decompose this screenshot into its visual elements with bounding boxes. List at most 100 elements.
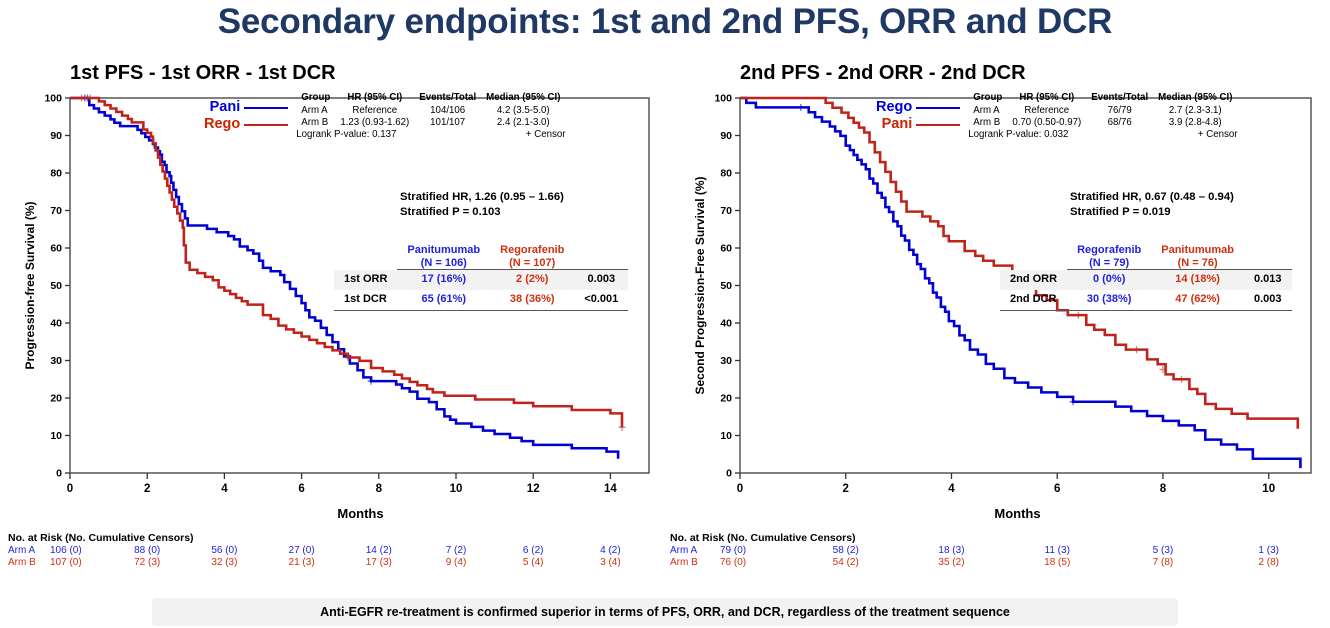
orr-col-pvalue (1243, 244, 1292, 271)
hr-table-row: Arm A Reference 76/79 2.7 (2.3-3.1) (968, 105, 1237, 117)
orr-col-red-right: Panitumumab (N = 76) (1151, 244, 1244, 271)
hr-col-events: Events/Total (419, 92, 477, 103)
hr-table-header-row: Group HR (95% CI) Events/Total Median (9… (968, 92, 1237, 105)
legend-line-blue-icon (244, 106, 289, 109)
panel-title-left: 1st PFS - 1st ORR - 1st DCR (70, 62, 336, 84)
risk-cell: 106 (0) (50, 545, 82, 556)
hr-table-right: Group HR (95% CI) Events/Total Median (9… (968, 92, 1237, 129)
risk-arm-label-b: Arm B (8, 557, 36, 568)
panel-first-pfs: 1st PFS - 1st ORR - 1st DCR 0 10 20 30 40 50 6… (8, 62, 663, 590)
page-title: Secondary endpoints: 1st and 2nd PFS, OR… (217, 2, 1113, 41)
legend-swatches-left (244, 92, 289, 133)
legend-name-blue-left: Pani (209, 99, 241, 115)
risk-cell: 4 (2) (600, 545, 621, 556)
km-plot-left: 0 10 20 30 40 50 60 70 80 90 100 0 2 4 6 8 10 12 14 Progres… (8, 90, 663, 525)
risk-cell: 7 (8) (1152, 557, 1174, 568)
legend-names-left: Pani Rego (204, 92, 240, 133)
risk-cell: 5 (3) (1152, 545, 1174, 556)
hr-table-header-row: Group HR (95% CI) Events/Total Median (9… (296, 92, 565, 105)
risk-title-right: No. at Risk (No. Cumulative Censors) (670, 532, 856, 544)
orr-dcr-table-wrap-left: Panitumumab (N = 106) Regorafenib (N = 1… (334, 244, 629, 311)
km-plot-right: 0 10 20 30 40 50 60 70 80 90 100 0 2 4 6 8 10 Second Prog… (670, 90, 1325, 525)
km-chart-left: 0 10 20 30 40 50 60 70 80 90 100 0 2 4 6 8 10 12 14 Progres… (23, 93, 650, 495)
orr-col-red-n: (N = 76) (1177, 256, 1218, 269)
km-chart-right: 0 10 20 30 40 50 60 70 80 90 100 0 2 4 6 8 10 Second Prog… (693, 93, 1312, 495)
orr-row-label: 1st ORR (344, 273, 388, 286)
risk-title-left: No. at Risk (No. Cumulative Censors) (8, 532, 194, 544)
x-axis-label-right: Months (994, 506, 1041, 521)
hr-table-row: Arm B 0.70 (0.50-0.97) 68/76 3.9 (2.8-4.… (968, 117, 1237, 129)
risk-cell: 18 (3) (938, 545, 965, 556)
risk-row-arm-a-left: Arm A 106 (0) 88 (0) 56 (0) 27 (0) 14 (2) 7 (… (8, 545, 663, 557)
risk-cell: 56 (0) (211, 545, 238, 556)
legend-line-red-icon (916, 123, 961, 126)
legend-swatch-red-left (244, 116, 289, 133)
hr-cell-group: Arm B (301, 117, 329, 129)
hr-cell-events: 104/106 (430, 105, 466, 117)
hr-cell-group: Arm A (973, 105, 1000, 117)
svg-text:20: 20 (50, 393, 62, 405)
svg-text:12: 12 (527, 483, 540, 495)
orr-row-blue: 0 (0%) (1092, 273, 1126, 286)
hr-col-events: Events/Total (1091, 92, 1149, 103)
logrank-pvalue-left: Logrank P-value: 0.137 (296, 129, 397, 141)
svg-text:30: 30 (720, 355, 732, 367)
dcr-row-label: 1st DCR (334, 290, 398, 311)
hr-col-hr: HR (95% CI) (1019, 92, 1075, 103)
svg-text:70: 70 (720, 205, 732, 217)
orr-row-p: 0.003 (587, 273, 616, 286)
hr-col-median: Median (95% CI) (1158, 92, 1233, 103)
svg-text:100: 100 (44, 93, 62, 105)
orr-col-red-name: Regorafenib (500, 244, 565, 256)
x-axis-label-left: Months (337, 506, 384, 521)
risk-cell: 107 (0) (50, 557, 82, 568)
svg-text:40: 40 (50, 318, 62, 330)
orr-col-blue-left: Panitumumab (N = 106) (397, 244, 491, 271)
risk-cell: 21 (3) (288, 557, 315, 568)
risk-cell: 14 (2) (365, 545, 392, 556)
legend-names-right: Rego Pani (876, 92, 912, 133)
svg-text:0: 0 (56, 468, 62, 480)
risk-row-arm-a-right: Arm A 79 (0) 58 (2) 18 (3) 11 (3) 5 (3) 1 (3) (670, 545, 1325, 557)
risk-cell: 35 (2) (938, 557, 965, 568)
stratified-p-right: Stratified P = 0.019 (1070, 206, 1171, 218)
hr-col-group: Group (301, 92, 331, 103)
hr-table-block-right: Group HR (95% CI) Events/Total Median (9… (968, 92, 1237, 142)
risk-cell: 27 (0) (288, 545, 315, 556)
hr-col-median: Median (95% CI) (486, 92, 561, 103)
svg-text:0: 0 (67, 483, 73, 495)
dcr-row-p: 0.003 (1243, 290, 1292, 311)
svg-text:0: 0 (726, 468, 732, 480)
orr-row-label: 2nd ORR (1010, 273, 1058, 286)
hr-cell-median: 2.7 (2.3-3.1) (1168, 105, 1222, 117)
stratified-hr-right: Stratified HR, 0.67 (0.48 – 0.94) (1070, 191, 1234, 203)
svg-text:90: 90 (720, 130, 732, 142)
risk-cell: 11 (3) (1044, 545, 1070, 556)
risk-cell: 76 (0) (720, 557, 747, 568)
stratified-hr-left: Stratified HR, 1.26 (0.95 – 1.66) (400, 191, 564, 203)
risk-cell: 5 (4) (522, 557, 544, 568)
risk-arm-label-b: Arm B (670, 557, 698, 568)
summary-banner: Anti-EGFR re-treatment is confirmed supe… (152, 598, 1178, 626)
orr-col-pvalue (574, 244, 629, 271)
svg-text:60: 60 (50, 243, 62, 255)
svg-text:14: 14 (604, 483, 617, 495)
dcr-row-red: 38 (36%) (490, 290, 575, 311)
orr-col-blue-n: (N = 106) (420, 256, 467, 269)
hr-cell-median: 2.4 (2.1-3.0) (496, 117, 550, 129)
svg-text:8: 8 (376, 483, 383, 495)
dcr-row-right: 2nd DCR 30 (38%) 47 (62%) 0.003 (1000, 290, 1292, 311)
hr-cell-events: 101/107 (430, 117, 466, 129)
svg-text:Progression-free Survival (%): Progression-free Survival (%) (23, 201, 37, 369)
hr-cell-hr: Reference (352, 105, 398, 117)
svg-text:30: 30 (50, 355, 62, 367)
risk-cell: 6 (2) (522, 545, 544, 556)
hr-cell-hr: 1.23 (0.93-1.62) (340, 117, 410, 129)
legend-swatch-red-right (916, 116, 961, 133)
panel-title-right: 2nd PFS - 2nd ORR - 2nd DCR (740, 62, 1026, 84)
orr-dcr-table-wrap-right: Regorafenib (N = 79) Panitumumab (N = 76… (1000, 244, 1292, 311)
legend-swatch-blue-right (916, 99, 961, 116)
legend-line-blue-icon (916, 106, 961, 109)
svg-text:10: 10 (720, 430, 732, 442)
hr-cell-events: 76/79 (1107, 105, 1132, 117)
